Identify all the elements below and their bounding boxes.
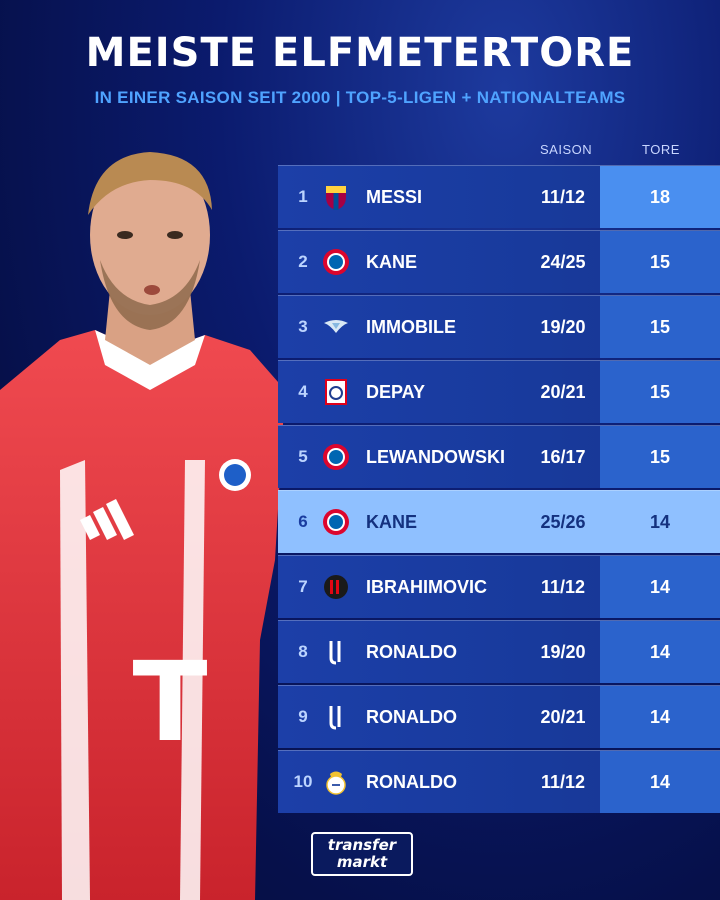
player-name: RONALDO: [366, 772, 457, 792]
row-goals: 14: [600, 621, 720, 683]
brand-line-2: markt: [336, 853, 388, 871]
table-row: 5 LEWANDOWSKI 16/17 15: [278, 425, 720, 488]
row-rank: 8: [298, 642, 308, 661]
player-name: MESSI: [366, 187, 423, 207]
player-name: IBRAHIMOVIC: [366, 577, 487, 597]
row-season: 11/12: [540, 772, 586, 792]
table-row: 7 IBRAHIMOVIC 11/12 14: [278, 555, 720, 618]
row-season: 25/26: [540, 512, 586, 532]
table-row: 9 RONALDO 20/21 14: [278, 685, 720, 748]
player-name: RONALDO: [366, 707, 457, 727]
bayern-crest-icon: [323, 444, 349, 470]
player-photo: T: [0, 152, 285, 900]
table-row: 3 IMMOBILE 19/20 15: [278, 295, 720, 358]
player-name: KANE: [366, 252, 418, 272]
row-goals: 14: [600, 491, 720, 553]
table-row-highlighted: 6 KANE 25/26 14: [278, 490, 720, 553]
table-row: 1 MESSI 11/12 18: [278, 165, 720, 228]
row-season: 20/21: [540, 707, 586, 727]
bayern-crest-icon: [323, 249, 349, 275]
row-season: 16/17: [540, 447, 586, 467]
row-rank: 9: [298, 707, 308, 726]
barcelona-crest-icon: [326, 186, 346, 210]
row-rank: 6: [298, 512, 308, 531]
row-season: 24/25: [540, 252, 586, 272]
player-name: LEWANDOWSKI: [366, 447, 505, 467]
row-season: 19/20: [540, 642, 586, 662]
player-name: KANE: [366, 512, 418, 532]
row-season: 11/12: [540, 187, 586, 207]
bayern-crest-icon: [323, 509, 349, 535]
transfermarkt-logo: transfer markt: [311, 832, 413, 876]
milan-crest-icon: [324, 575, 348, 599]
row-rank: 4: [298, 382, 308, 401]
row-goals: 15: [600, 231, 720, 293]
table-row: 2 KANE 24/25 15: [278, 230, 720, 293]
player-name: IMMOBILE: [366, 317, 456, 337]
page-subtitle: IN EINER SAISON SEIT 2000 | TOP-5-LIGEN …: [94, 88, 626, 107]
row-rank: 3: [298, 317, 308, 336]
row-goals: 15: [600, 361, 720, 423]
table-row: 8 RONALDO 19/20 14: [278, 620, 720, 683]
table-row: 10 RONALDO 11/12 14: [278, 750, 720, 813]
juventus-crest-icon: [329, 706, 341, 730]
row-rank: 1: [298, 187, 308, 206]
row-rank: 5: [298, 447, 308, 466]
row-season: 20/21: [540, 382, 586, 402]
brand-line-1: transfer: [327, 836, 397, 854]
row-goals: 15: [600, 426, 720, 488]
lyon-crest-icon: [325, 379, 347, 405]
row-rank: 7: [298, 577, 308, 596]
juventus-crest-icon: [329, 641, 341, 665]
row-goals: 15: [600, 296, 720, 358]
column-header-goals: TORE: [642, 142, 680, 157]
row-rank: 2: [298, 252, 308, 271]
row-goals: 14: [600, 751, 720, 813]
row-goals: 18: [600, 166, 720, 228]
row-goals: 14: [600, 556, 720, 618]
page-title: MEISTE ELFMETERTORE: [85, 30, 635, 76]
row-season: 11/12: [540, 577, 586, 597]
row-goals: 14: [600, 686, 720, 748]
row-season: 19/20: [540, 317, 586, 337]
real-madrid-crest-icon: [326, 771, 346, 795]
ranking-table: 1 MESSI 11/12 18 2 KANE 24/25 15 3 IMMOB…: [278, 165, 720, 815]
row-rank: 10: [293, 772, 313, 791]
column-header-season: SAISON: [540, 142, 593, 157]
player-name: RONALDO: [366, 642, 457, 662]
lazio-crest-icon: [324, 320, 348, 333]
player-name: DEPAY: [366, 382, 426, 402]
table-row: 4 DEPAY 20/21 15: [278, 360, 720, 423]
jersey-sponsor-logo: T: [132, 638, 207, 766]
